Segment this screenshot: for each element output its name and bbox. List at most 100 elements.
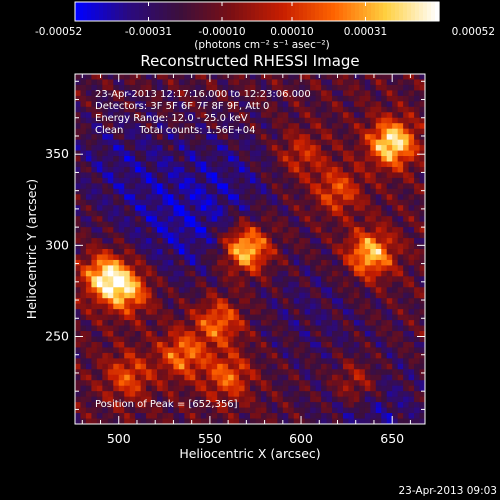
heatmap-pixel (107, 194, 114, 201)
heatmap-pixel (381, 298, 388, 305)
heatmap-pixel (85, 341, 92, 348)
heatmap-pixel (124, 79, 131, 86)
heatmap-pixel (178, 418, 185, 424)
heatmap-pixel (102, 347, 109, 354)
heatmap-pixel (315, 254, 322, 261)
heatmap-pixel (288, 358, 295, 365)
heatmap-pixel (85, 90, 92, 97)
heatmap-pixel (293, 156, 300, 162)
heatmap-pixel (359, 369, 366, 376)
heatmap-pixel (162, 232, 169, 239)
heatmap-pixel (353, 150, 360, 157)
heatmap-pixel (310, 314, 317, 321)
heatmap-pixel (146, 221, 153, 228)
heatmap-pixel (342, 347, 349, 354)
heatmap-pixel (353, 407, 360, 414)
heatmap-pixel (315, 177, 322, 184)
heatmap-pixel (222, 210, 229, 217)
heatmap-pixel (244, 276, 251, 283)
heatmap-pixel (222, 413, 229, 420)
heatmap-pixel (157, 413, 163, 420)
heatmap-pixel (211, 298, 218, 305)
heatmap-pixel (167, 336, 174, 343)
heatmap-pixel (282, 374, 289, 381)
heatmap-pixel (239, 243, 246, 250)
heatmap-pixel (255, 123, 262, 130)
heatmap-pixel (403, 134, 410, 141)
heatmap-pixel (337, 166, 344, 173)
heatmap-pixel (392, 188, 399, 195)
heatmap-pixel (206, 281, 213, 288)
heatmap-pixel (75, 199, 81, 206)
heatmap-pixel (375, 172, 382, 179)
heatmap-pixel (75, 298, 81, 305)
heatmap-pixel (85, 166, 92, 173)
heatmap-pixel (337, 341, 344, 348)
heatmap-pixel (260, 216, 267, 223)
heatmap-pixel (244, 145, 251, 152)
heatmap-pixel (239, 106, 246, 113)
heatmap-pixel (222, 320, 229, 327)
heatmap-pixel (173, 254, 180, 261)
heatmap-pixel (200, 320, 207, 327)
heatmap-pixel (304, 117, 311, 124)
heatmap-pixel (107, 84, 114, 91)
heatmap-pixel (189, 194, 196, 201)
heatmap-pixel (195, 287, 202, 294)
heatmap-pixel (228, 249, 235, 255)
x-tick-label: 600 (289, 431, 313, 446)
heatmap-pixel (228, 259, 235, 266)
heatmap-pixel (282, 74, 289, 80)
colorbar-cell (123, 2, 128, 21)
heatmap-pixel (135, 320, 142, 327)
heatmap-pixel (342, 232, 349, 239)
heatmap-pixel (129, 287, 136, 294)
heatmap-pixel (162, 205, 169, 212)
heatmap-pixel (146, 396, 153, 403)
heatmap-pixel (85, 303, 92, 310)
heatmap-pixel (206, 303, 213, 310)
heatmap-pixel (304, 314, 311, 321)
heatmap-pixel (167, 210, 174, 217)
heatmap-pixel (206, 407, 213, 414)
heatmap-pixel (222, 123, 229, 130)
heatmap-pixel (228, 101, 235, 108)
heatmap-pixel (348, 139, 355, 146)
heatmap-pixel (397, 265, 404, 272)
heatmap-pixel (206, 249, 213, 255)
heatmap-pixel (102, 172, 109, 179)
heatmap-pixel (403, 243, 410, 250)
heatmap-pixel (370, 336, 377, 343)
heatmap-pixel (167, 369, 174, 376)
heatmap-pixel (222, 391, 229, 398)
heatmap-pixel (337, 281, 344, 288)
heatmap-pixel (375, 249, 382, 255)
heatmap-pixel (414, 276, 421, 283)
heatmap-pixel (178, 254, 185, 261)
heatmap-pixel (189, 232, 196, 239)
heatmap-pixel (85, 249, 92, 255)
heatmap-pixel (381, 95, 388, 102)
heatmap-pixel (381, 156, 388, 162)
heatmap-pixel (370, 270, 377, 277)
heatmap-pixel (255, 79, 262, 86)
y-tick-label: 300 (45, 237, 69, 252)
heatmap-pixel (321, 407, 328, 414)
heatmap-pixel (91, 205, 98, 212)
heatmap-pixel (250, 265, 256, 272)
heatmap-pixel (266, 79, 273, 86)
colorbar-cell (75, 2, 80, 21)
heatmap-pixel (277, 188, 284, 195)
heatmap-pixel (129, 413, 136, 420)
heatmap-pixel (419, 199, 425, 206)
heatmap-pixel (326, 123, 333, 130)
heatmap-pixel (233, 407, 240, 414)
colorbar-cell (287, 2, 292, 21)
heatmap-pixel (419, 156, 425, 162)
heatmap-pixel (359, 287, 366, 294)
heatmap-pixel (195, 210, 202, 217)
heatmap-pixel (157, 177, 163, 184)
heatmap-pixel (375, 303, 382, 310)
heatmap-pixel (304, 205, 311, 212)
heatmap-pixel (337, 216, 344, 223)
